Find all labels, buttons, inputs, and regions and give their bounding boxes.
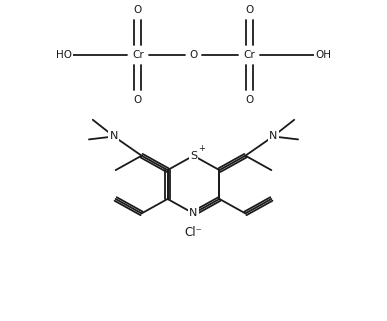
Text: OH: OH <box>315 50 331 60</box>
Text: O: O <box>245 95 253 105</box>
Text: O: O <box>245 5 253 15</box>
Text: S: S <box>190 151 197 161</box>
Text: HO: HO <box>56 50 72 60</box>
Text: +: + <box>199 144 205 153</box>
Text: N: N <box>189 208 198 218</box>
Text: N: N <box>110 131 118 142</box>
Text: O: O <box>134 5 142 15</box>
Text: N: N <box>269 131 277 142</box>
Text: Cl⁻: Cl⁻ <box>185 226 202 239</box>
Text: Cr: Cr <box>243 50 255 60</box>
Text: O: O <box>189 50 198 60</box>
Text: Cr: Cr <box>132 50 144 60</box>
Text: O: O <box>134 95 142 105</box>
